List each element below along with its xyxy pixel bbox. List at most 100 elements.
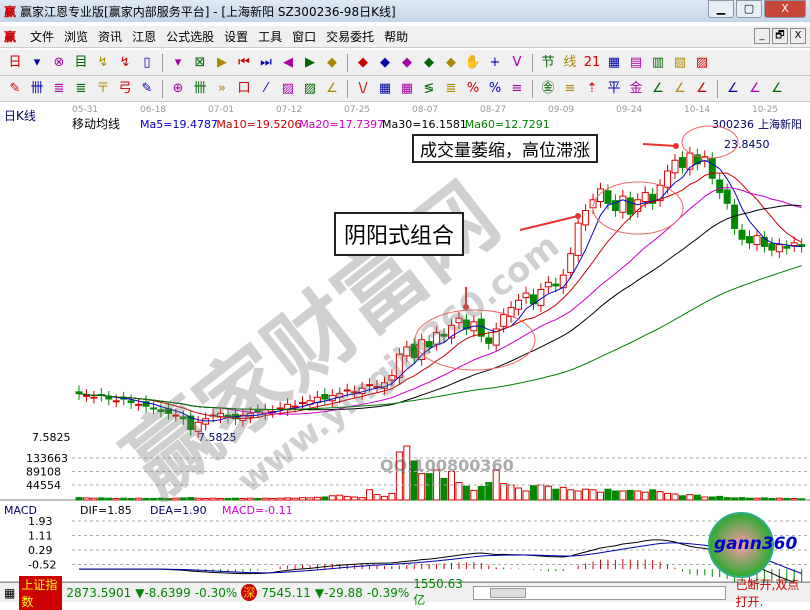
sh-index-pct: -0.30% (194, 585, 238, 600)
toolbar-button-icon[interactable]: » (218, 80, 226, 96)
toolbar-button-icon[interactable]: ▾ (33, 54, 41, 70)
toolbar-button-icon[interactable]: ▨ (695, 54, 709, 70)
toolbar-button-icon[interactable]: 21 (583, 54, 601, 70)
candle-body (783, 245, 791, 249)
volume-bar (425, 473, 433, 501)
toolbar-button-icon[interactable]: ∠ (326, 80, 338, 96)
kline-chart[interactable]: 05-31 06-18 07-01 07-12 07-25 08-07 08-27 09-09… (0, 102, 810, 587)
toolbar-button-icon[interactable]: ▤ (629, 54, 643, 70)
toolbar-button-icon[interactable]: 口 (237, 80, 251, 96)
toolbar-button-icon[interactable]: ↯ (97, 54, 109, 70)
toolbar-button-icon[interactable]: ≡ (511, 80, 523, 96)
toolbar-button-icon[interactable]: ◆ (327, 54, 337, 70)
toolbar-button-icon[interactable]: 金 (629, 80, 643, 96)
mdi-minimize-button[interactable]: _ (754, 28, 770, 44)
toolbar-button-icon[interactable]: ⊠ (194, 54, 206, 70)
toolbar-button-icon[interactable]: ▦ (378, 80, 392, 96)
toolbar-button-icon[interactable]: ⏭ (260, 54, 272, 70)
toolbar-button-icon[interactable]: + (489, 54, 501, 70)
toolbar-button-icon[interactable]: ▶ (217, 54, 227, 70)
toolbar-button-icon[interactable]: 〒 (96, 80, 110, 96)
toolbar-button-icon[interactable]: ⊕ (172, 80, 184, 96)
close-button[interactable]: X (764, 0, 806, 18)
volume-bar (112, 498, 120, 501)
menu-item[interactable]: 工具 (258, 30, 283, 44)
mdi-close-button[interactable]: X (790, 28, 806, 44)
toolbar-button-icon[interactable]: 节 (541, 54, 555, 70)
toolbar-button-icon[interactable]: 弓 (118, 80, 132, 96)
toolbar-button-icon[interactable]: ≣ (445, 80, 457, 96)
candle-body (388, 375, 396, 381)
toolbar-button-icon[interactable]: ▨ (303, 80, 317, 96)
toolbar-button-icon[interactable]: ∠ (696, 80, 708, 96)
toolbar-button-icon[interactable]: ✋ (464, 54, 482, 70)
toolbar-button-icon[interactable]: \/ (358, 80, 368, 96)
toolbar-button-icon[interactable]: ◀ (283, 54, 293, 70)
toolbar-button-icon[interactable]: ▶ (305, 54, 315, 70)
toolbar-button-icon[interactable]: ⇡ (586, 80, 598, 96)
toolbar-button-icon[interactable]: ▥ (651, 54, 665, 70)
minimize-button[interactable]: ▁ (708, 0, 734, 18)
toolbar-button-icon[interactable]: ✎ (141, 80, 153, 96)
toolbar-button-icon[interactable]: ◆ (380, 54, 390, 70)
toolbar-button-icon[interactable]: 平 (607, 80, 621, 96)
toolbar-button-icon[interactable]: 目 (74, 54, 88, 70)
toolbar-button-icon[interactable]: ∠ (727, 80, 739, 96)
toolbar-button-icon[interactable]: 日 (8, 54, 22, 70)
toolbar-button-icon[interactable]: ▨ (281, 80, 295, 96)
horizontal-scrollbar[interactable] (473, 585, 726, 600)
toolbar-button-icon[interactable]: ㊎ (541, 80, 555, 96)
toolbar-button-icon[interactable]: % (488, 80, 502, 96)
toolbar-button-icon[interactable]: ∠ (652, 80, 664, 96)
macd-tick: 0.29 (28, 544, 53, 557)
volume-bar (500, 483, 508, 501)
toolbar-button-icon[interactable]: ▦ (400, 80, 414, 96)
toolbar-button-icon[interactable]: ↯ (119, 54, 131, 70)
toolbar-button-icon[interactable]: ▾ (174, 54, 182, 70)
mdi-restore-button[interactable]: 🗗 (772, 28, 788, 44)
toolbar-button-icon[interactable]: ⁄ (264, 80, 268, 96)
toolbar-button-icon[interactable]: 卌 (193, 80, 207, 96)
menu-item[interactable]: 江恩 (132, 30, 157, 44)
toolbar-button-icon[interactable]: ≣ (53, 80, 65, 96)
toolbar-button-icon[interactable]: ▧ (673, 54, 687, 70)
toolbar-button-icon[interactable]: ✎ (9, 80, 21, 96)
toolbar-button-icon[interactable]: ▯ (143, 54, 151, 70)
maximize-button[interactable]: ▢ (736, 0, 762, 18)
toolbar-button-icon[interactable]: ▦ (607, 54, 621, 70)
menu-item[interactable]: 资讯 (98, 30, 123, 44)
toolbar-button-icon[interactable]: % (466, 80, 480, 96)
menu-item[interactable]: 设置 (224, 30, 249, 44)
toolbar-separator (347, 79, 348, 98)
toolbar-button-icon[interactable]: 线 (563, 54, 577, 70)
toolbar-button-icon[interactable]: ⊗ (53, 54, 65, 70)
menu-item[interactable]: 帮助 (384, 30, 409, 44)
toolbar-button-icon[interactable]: ∠ (674, 80, 686, 96)
menu-item[interactable]: 公式选股 (166, 30, 215, 44)
toolbar-button-icon[interactable]: ≡ (564, 80, 576, 96)
toolbar-button-icon[interactable]: ∠ (771, 80, 783, 96)
toolbar-button-icon[interactable]: V (512, 54, 522, 70)
volume-bar (522, 490, 530, 501)
volume-bar (410, 460, 418, 501)
connection-status[interactable]: 已断开,双点打开. (735, 577, 800, 609)
toolbar-button-icon[interactable]: ≶ (423, 80, 435, 96)
menu-item[interactable]: 浏览 (64, 30, 89, 44)
scrollbar-thumb[interactable] (490, 587, 527, 598)
toolbar-button-icon[interactable]: ◆ (402, 54, 412, 70)
volume-bar (418, 473, 426, 501)
index-name[interactable]: 上证指数 (19, 575, 63, 610)
toolbar-button-icon[interactable]: ◆ (446, 54, 456, 70)
menu-item[interactable]: 交易委托 (326, 30, 375, 44)
menu-item[interactable]: 文件 (30, 30, 55, 44)
toolbar-button-icon[interactable]: ∠ (749, 80, 761, 96)
calculator-icon[interactable]: ▦ (4, 585, 16, 600)
toolbar-button-icon[interactable]: 卌 (30, 80, 44, 96)
toolbar-button-icon[interactable]: ⏮ (238, 54, 250, 70)
toolbar-button-icon[interactable]: ◆ (358, 54, 368, 70)
volume-bar (738, 497, 746, 501)
menu-item[interactable]: 窗口 (292, 30, 317, 44)
toolbar-button-icon[interactable]: ≣ (75, 80, 87, 96)
candle-body (746, 236, 753, 244)
toolbar-button-icon[interactable]: ◆ (424, 54, 434, 70)
